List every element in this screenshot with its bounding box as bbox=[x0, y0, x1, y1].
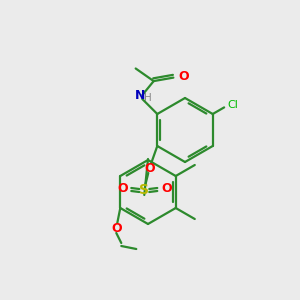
Text: S: S bbox=[139, 183, 149, 197]
Text: Cl: Cl bbox=[227, 100, 238, 110]
Text: O: O bbox=[111, 221, 122, 235]
Text: O: O bbox=[144, 161, 154, 175]
Text: H: H bbox=[144, 93, 152, 103]
Text: O: O bbox=[117, 182, 128, 194]
Text: O: O bbox=[161, 182, 172, 194]
Text: O: O bbox=[178, 70, 189, 83]
Text: N: N bbox=[135, 88, 146, 101]
